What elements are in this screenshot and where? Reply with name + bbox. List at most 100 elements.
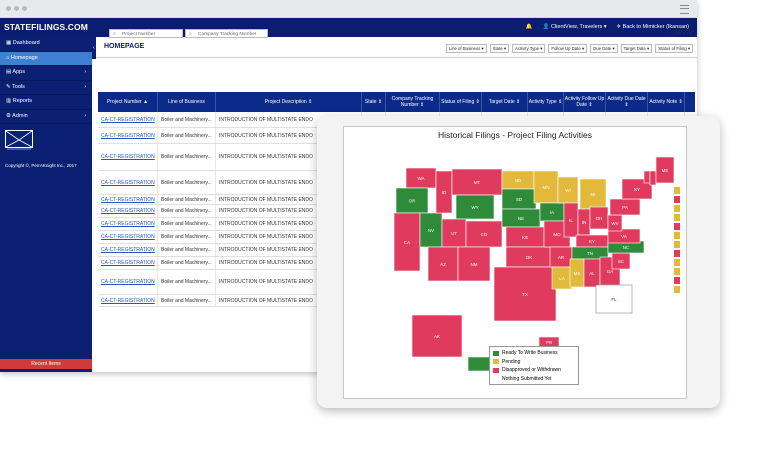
filter-activity-type[interactable]: Activity Type ▾ [512,44,546,53]
sidebar-item-tools[interactable]: ✎ Tools › [0,81,92,95]
state-vt[interactable] [643,170,651,184]
state-label: PA [622,205,628,210]
sidebar-collapse-toggle[interactable]: ‹ [92,37,96,59]
line-of-business-cell: Boiler and Machinery... [158,231,216,243]
state-ca[interactable] [393,212,421,272]
project-number-link[interactable]: CA-CT-REGISTRATION [98,270,158,294]
state-mn[interactable] [533,170,559,204]
state-co[interactable] [465,220,503,248]
col-activity-due[interactable]: Activity Due Date ⇕ [606,92,648,112]
state-label: KY [589,239,595,244]
state-tx[interactable] [493,266,557,322]
user-menu[interactable]: 👤 ClientView, Travelers ▾ [542,24,607,30]
state-fl[interactable] [595,284,633,314]
hamburger-menu-icon[interactable] [680,5,689,14]
small-state-box[interactable] [674,268,680,275]
sidebar-item-dashboard[interactable]: ▦ Dashboard [0,37,92,52]
col-line-of-business[interactable]: Line of Business [158,92,216,112]
filter-status-of-filing[interactable]: Status of Filing ▾ [655,44,693,53]
col-target-date[interactable]: Target Date ⇕ [482,92,528,112]
project-number-search[interactable]: ⌕ Project Number [109,29,183,38]
col-project-number[interactable]: Project Number ▲ [98,92,158,112]
state-me[interactable] [655,156,675,184]
state-va[interactable] [607,228,641,244]
small-state-box[interactable] [674,196,680,203]
state-mi[interactable] [579,178,607,210]
recent-items-button[interactable]: Recent Items [0,359,92,369]
project-number-link[interactable]: CA-CT-REGISTRATION [98,218,158,230]
state-label: NM [471,262,478,267]
sidebar-item-homepage[interactable]: ⌂ Homepage [0,51,92,66]
copyright-text: Copyright ©, PerrAKnight Inc., 2017 [5,163,77,168]
project-number-link[interactable]: CA-CT-REGISTRATION [98,205,158,217]
col-status-of-filing[interactable]: Status of Filing ⇕ [440,92,482,112]
small-state-box[interactable] [674,205,680,212]
small-state-box[interactable] [674,214,680,221]
project-number-link[interactable]: CA-CT-REGISTRATION [98,195,158,204]
small-state-box[interactable] [674,241,680,248]
sidebar-item-label: Homepage [10,54,38,61]
small-state-box[interactable] [674,250,680,257]
filter-follow-up-date[interactable]: Follow Up Date ▾ [548,44,588,53]
col-activity-type[interactable]: Activity Type ⇕ [528,92,564,112]
small-state-box[interactable] [674,223,680,230]
state-label: WI [565,188,571,193]
tablet-frame: WA OR CA NV ID MT WY UT AZ CO NM ND SD NE KS OK TX MN IA MO… [317,116,720,408]
state-mt[interactable] [451,168,503,196]
filter-line-of-business[interactable]: Line of Business ▾ [445,44,487,53]
line-of-business-cell: Boiler and Machinery... [158,218,216,230]
line-of-business-cell: Boiler and Machinery... [158,128,216,143]
state-wy[interactable] [455,194,495,220]
line-of-business-cell: Boiler and Machinery... [158,205,216,217]
sidebar-item-label: Admin [12,112,28,119]
filter-bar: Line of Business ▾ State ▾ Activity Type… [445,44,693,53]
sidebar-item-admin[interactable]: ⚙ Admin › [0,110,92,124]
col-project-description[interactable]: Project Description ⇕ [216,92,362,112]
small-state-box[interactable] [674,277,680,284]
col-state[interactable]: State ⇕ [362,92,386,112]
small-state-box[interactable] [674,259,680,266]
project-number-link[interactable]: CA-CT-REGISTRATION [98,171,158,194]
col-activity-note[interactable]: Activity Note ⇕ [648,92,685,112]
legend-label: Ready To Write Business [502,350,558,357]
back-link[interactable]: ✈ Back to Mimicker (Ikansan) [616,24,689,30]
small-state-box[interactable] [674,187,680,194]
state-label: MN [543,185,550,190]
state-ut[interactable] [441,218,467,248]
project-number-link[interactable]: CA-CT-REGISTRATION [98,112,158,127]
search-placeholder: Project Number [122,32,156,37]
state-nm[interactable] [457,246,491,282]
small-state-box[interactable] [674,232,680,239]
col-company-tracking[interactable]: Company Tracking Number ⇕ [386,92,440,112]
project-number-link[interactable]: CA-CT-REGISTRATION [98,128,158,143]
state-ak[interactable] [411,314,463,358]
filter-state[interactable]: State ▾ [489,44,509,53]
line-of-business-cell: Boiler and Machinery... [158,144,216,170]
project-number-link[interactable]: CA-CT-REGISTRATION [98,244,158,256]
small-state-box[interactable] [674,286,680,293]
col-activity-follow-up[interactable]: Activity Follow Up Date ⇕ [564,92,606,112]
filter-due-date[interactable]: Due Date ▾ [590,44,618,53]
sidebar-item-reports[interactable]: ▥ Reports [0,95,92,110]
project-number-link[interactable]: CA-CT-REGISTRATION [98,295,158,306]
project-number-link[interactable]: CA-CT-REGISTRATION [98,257,158,269]
wrench-icon: ✎ [6,83,13,90]
top-navbar: STATEFILINGS.COM 🔔 👤 ClientView, Travele… [0,18,697,37]
state-label: VA [621,234,627,239]
notification-bell-icon[interactable]: 🔔 [525,24,533,30]
app-logo[interactable]: STATEFILINGS.COM [4,22,88,32]
state-label: IA [550,210,554,215]
state-nh[interactable] [649,170,657,186]
state-label: IN [582,220,587,225]
state-ny[interactable] [621,178,653,200]
filter-target-date[interactable]: Target Date ▾ [620,44,653,53]
browser-chrome [0,0,697,18]
project-number-link[interactable]: CA-CT-REGISTRATION [98,144,158,170]
state-or[interactable] [395,187,429,214]
state-label: FL [611,297,617,302]
sidebar-item-apps[interactable]: ▤ Apps › [0,66,92,81]
window-dots [6,6,27,11]
project-number-link[interactable]: CA-CT-REGISTRATION [98,231,158,243]
company-tracking-search[interactable]: ⌕ Company Tracking Number [185,29,268,38]
legend-swatch [493,350,499,356]
